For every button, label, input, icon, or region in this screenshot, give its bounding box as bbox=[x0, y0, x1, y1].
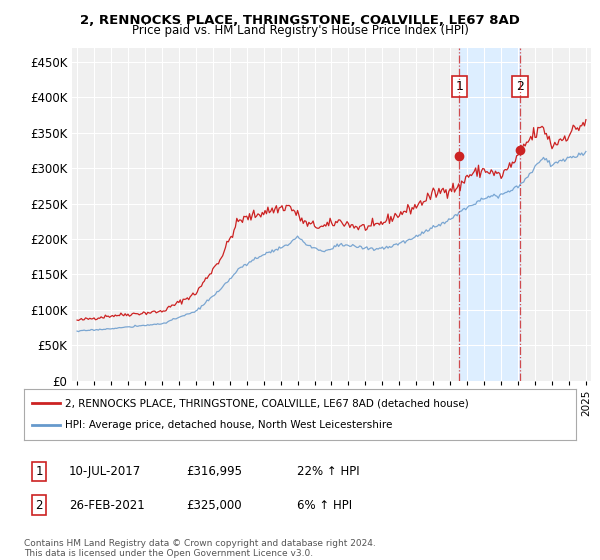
Text: 22% ↑ HPI: 22% ↑ HPI bbox=[297, 465, 359, 478]
Text: 2: 2 bbox=[35, 498, 43, 512]
Text: 10-JUL-2017: 10-JUL-2017 bbox=[69, 465, 141, 478]
Text: Price paid vs. HM Land Registry's House Price Index (HPI): Price paid vs. HM Land Registry's House … bbox=[131, 24, 469, 36]
Text: £325,000: £325,000 bbox=[186, 498, 242, 512]
Bar bbox=[459, 48, 520, 381]
Text: 1: 1 bbox=[455, 80, 463, 93]
Text: 6% ↑ HPI: 6% ↑ HPI bbox=[297, 498, 352, 512]
Text: Contains HM Land Registry data © Crown copyright and database right 2024.
This d: Contains HM Land Registry data © Crown c… bbox=[24, 539, 376, 558]
Text: 2: 2 bbox=[516, 80, 524, 93]
Text: 1: 1 bbox=[35, 465, 43, 478]
Text: £316,995: £316,995 bbox=[186, 465, 242, 478]
Text: 26-FEB-2021: 26-FEB-2021 bbox=[69, 498, 145, 512]
Text: 2, RENNOCKS PLACE, THRINGSTONE, COALVILLE, LE67 8AD: 2, RENNOCKS PLACE, THRINGSTONE, COALVILL… bbox=[80, 14, 520, 27]
Text: 2, RENNOCKS PLACE, THRINGSTONE, COALVILLE, LE67 8AD (detached house): 2, RENNOCKS PLACE, THRINGSTONE, COALVILL… bbox=[65, 398, 469, 408]
Text: HPI: Average price, detached house, North West Leicestershire: HPI: Average price, detached house, Nort… bbox=[65, 421, 393, 431]
